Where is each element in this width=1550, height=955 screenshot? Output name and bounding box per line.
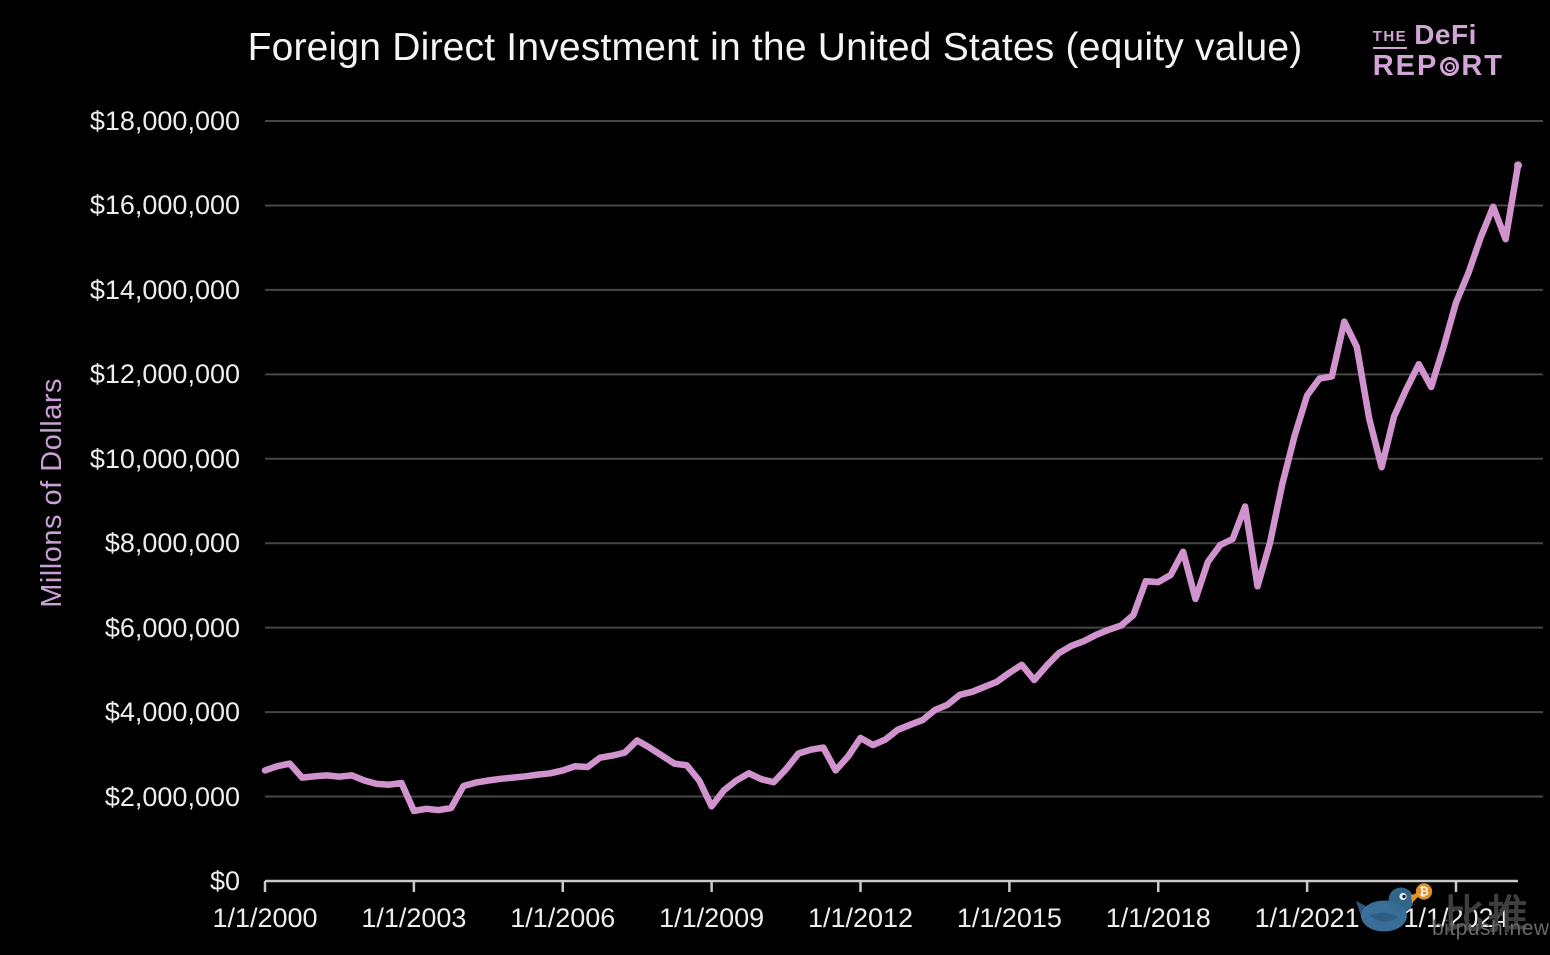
line-end-point [1514, 161, 1523, 170]
bitpush-watermark: ₿ 比推 bitpush.news [1352, 880, 1550, 955]
y-tick-label: $8,000,000 [104, 528, 240, 559]
y-tick-label: $4,000,000 [104, 697, 240, 728]
fdi-line-series [261, 162, 1522, 815]
x-tick-label: 1/1/2015 [956, 903, 1062, 933]
y-tick-label: $14,000,000 [89, 274, 240, 305]
y-tick-label: $12,000,000 [89, 359, 240, 390]
chart-title: Foreign Direct Investment in the United … [247, 26, 1303, 69]
x-tick-label: 1/1/2003 [361, 903, 467, 933]
logo-the-label: THE [1372, 29, 1408, 49]
bitcoin-coin-icon: ₿ [1415, 883, 1433, 900]
y-tick-label: $18,000,000 [89, 106, 240, 136]
y-tick-label: $10,000,000 [89, 443, 240, 474]
defi-report-logo: THE DeFi REP RT [1372, 19, 1504, 81]
logo-line-report: REP RT [1373, 52, 1504, 81]
watermark-cn-text: 比推 [1444, 893, 1532, 937]
x-tick-label: 1/1/2021 [1254, 903, 1360, 933]
logo-report-post: RT [1461, 50, 1504, 82]
logo-line-the-defi: THE DeFi [1372, 19, 1504, 50]
twitter-bird-icon: ₿ [1356, 883, 1433, 932]
y-tick-label: $16,000,000 [89, 190, 240, 221]
x-tick-label: 1/1/2018 [1105, 903, 1211, 933]
target-o-icon [1440, 57, 1460, 76]
watermark-site-text: bitpush.news [1432, 917, 1550, 940]
svg-text:₿: ₿ [1419, 885, 1429, 899]
y-tick-label: $6,000,000 [104, 612, 240, 643]
y-tick-label: $0 [209, 866, 240, 896]
x-tick-label: 1/1/2024 [1403, 903, 1509, 933]
x-tick-label: 1/1/2006 [510, 903, 616, 933]
x-tick-label: 1/1/2009 [659, 903, 765, 933]
x-tick-label: 1/1/2012 [807, 903, 914, 933]
y-tick-label: $2,000,000 [104, 781, 240, 812]
logo-report-pre: REP [1372, 50, 1439, 82]
logo-defi-label: DeFi [1414, 19, 1477, 50]
x-tick-label: 1/1/2000 [212, 903, 318, 933]
